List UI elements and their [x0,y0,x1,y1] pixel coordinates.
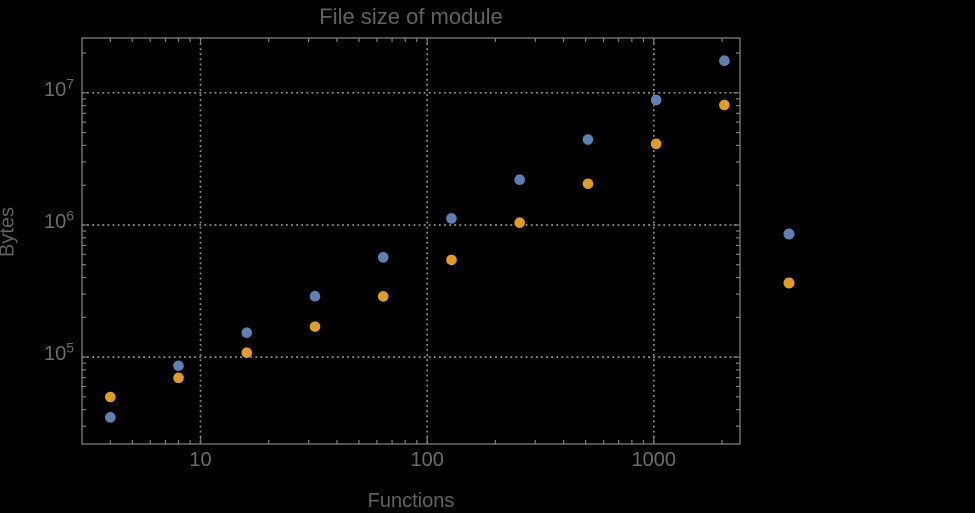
data-point-blue [582,134,594,145]
data-point-orange [582,178,594,190]
data-point-orange [173,372,184,384]
data-point-orange [514,217,525,229]
chart-title: File size of module [319,4,503,29]
legend-marker-blue [783,228,795,240]
data-point-orange [650,138,662,150]
plot-frame [81,37,741,445]
y-tick-label: 106 [43,207,74,233]
data-point-orange [241,347,253,358]
y-tick-label: 107 [43,75,74,101]
x-tick-label: 100 [410,449,444,471]
data-point-blue [719,55,730,67]
data-point-orange [377,291,389,302]
data-point-blue [241,327,253,339]
x-tick-label: 1000 [631,449,677,471]
data-point-blue [309,290,321,302]
data-point-blue [446,213,457,224]
data-point-orange [105,391,116,403]
data-point-blue [514,174,525,186]
data-point-orange [309,321,321,332]
data-point-blue [377,252,389,263]
data-point-orange [719,99,730,111]
legend-marker-orange [783,277,795,289]
data-point-blue [173,360,184,372]
x-tick-label: 10 [189,449,212,471]
x-axis-label: Functions [367,490,455,512]
y-tick-label: 105 [43,339,74,366]
data-point-orange [446,254,457,266]
data-point-blue [105,412,116,423]
data-point-blue [650,94,662,106]
